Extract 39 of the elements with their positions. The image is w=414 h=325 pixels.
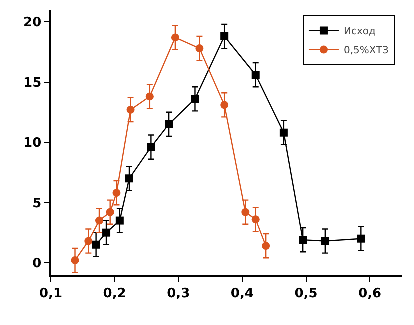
point xyxy=(171,34,180,42)
point xyxy=(71,256,80,265)
point xyxy=(102,228,111,237)
point xyxy=(84,237,93,246)
legend-label: Исход xyxy=(344,26,376,38)
point xyxy=(280,128,288,137)
x-tick-label: 0,6 xyxy=(358,286,382,302)
x-tick-label: 0,2 xyxy=(103,286,126,302)
y-tick-label: 10 xyxy=(24,136,42,152)
x-tick-label: 0,4 xyxy=(230,286,254,302)
point xyxy=(126,106,135,114)
y-tick-label: 20 xyxy=(24,16,42,31)
point xyxy=(126,174,134,183)
point xyxy=(92,240,100,249)
point xyxy=(252,71,260,80)
point xyxy=(357,234,366,243)
point xyxy=(252,216,260,224)
y-tick-label: 15 xyxy=(24,76,42,91)
legend-label: 0,5%ХТЗ xyxy=(344,46,389,57)
y-tick-label: 0 xyxy=(32,256,42,272)
x-tick-label: 0,5 xyxy=(294,286,318,302)
point xyxy=(321,237,330,246)
point xyxy=(96,216,104,225)
point xyxy=(191,95,200,104)
point xyxy=(220,101,229,110)
point xyxy=(165,120,174,128)
x-tick-label: 0,1 xyxy=(39,286,63,302)
y-tick-label: 5 xyxy=(32,196,42,212)
point xyxy=(147,143,156,152)
point xyxy=(196,44,204,53)
point xyxy=(116,216,124,225)
point xyxy=(242,208,250,216)
point xyxy=(112,189,121,198)
point xyxy=(299,236,308,244)
point xyxy=(146,92,154,101)
point xyxy=(262,242,270,250)
point xyxy=(106,208,114,216)
point xyxy=(220,32,229,40)
x-tick-label: 0,3 xyxy=(167,286,190,302)
